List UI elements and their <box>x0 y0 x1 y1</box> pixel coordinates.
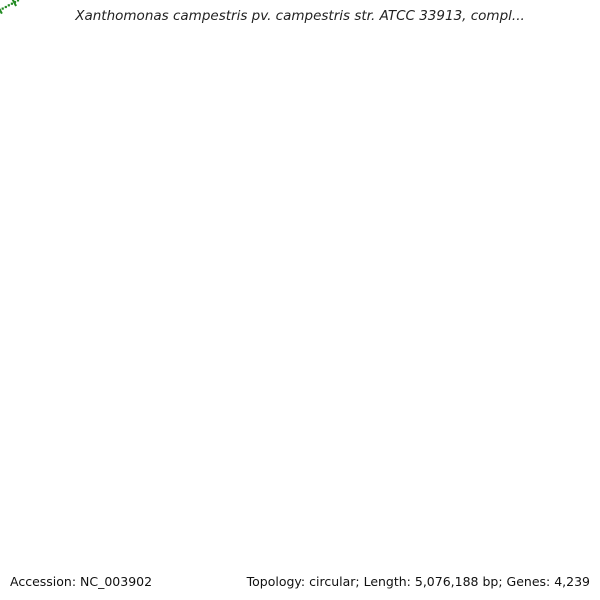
gene-layer <box>0 0 587 83</box>
backbone-arc <box>0 0 576 56</box>
topology-text: Topology: circular; Length: 5,076,188 bp… <box>246 574 590 589</box>
inner-tick-major <box>11 0 17 7</box>
map-title: Xanthomonas campestris pv. campestris st… <box>75 8 525 24</box>
inner-tick-dot <box>4 5 7 9</box>
backbone-highlight <box>0 0 576 54</box>
inner-tick-dot <box>16 0 20 2</box>
inner-tick-major <box>0 8 3 15</box>
backbone-layer <box>0 0 576 56</box>
label-layer: XCC1850XCC1849XCC1848rpfIprfBrpfDrecJrpf… <box>0 0 448 148</box>
inner-tick-dot <box>10 2 13 5</box>
accession-text: Accession: NC_003902 <box>10 574 153 589</box>
inner-tick-dot <box>7 4 10 7</box>
inner-tick-dot <box>1 7 4 10</box>
tick-layer: 2144 kbp2145 kbp2146 kbp2147 kbp2148 kbp… <box>0 0 20 15</box>
